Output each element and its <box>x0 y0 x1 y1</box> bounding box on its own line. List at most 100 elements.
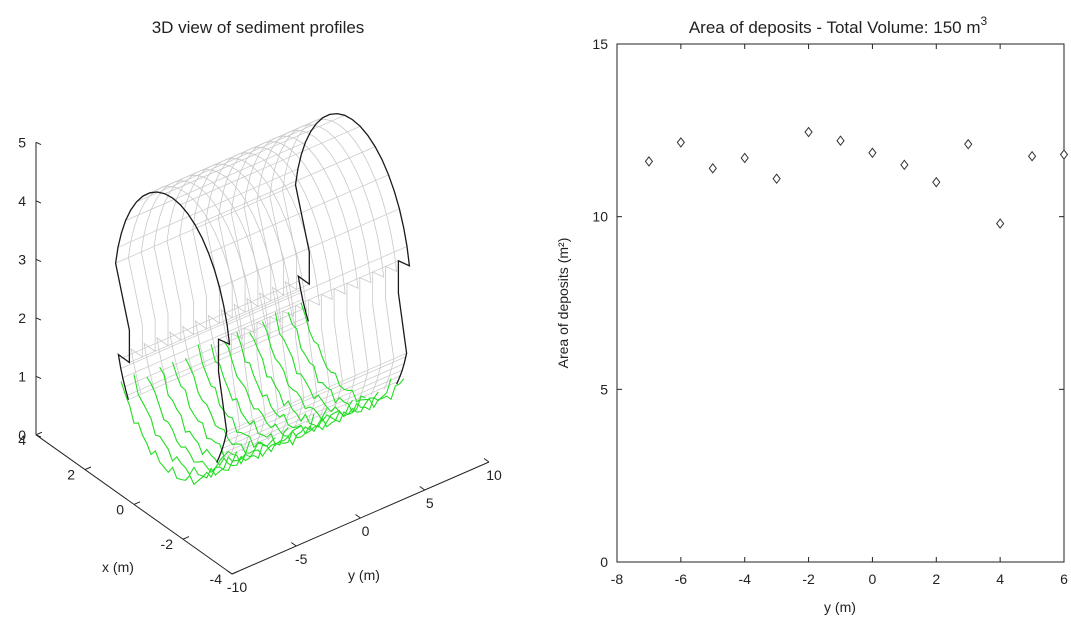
surface-ring <box>269 124 385 396</box>
surface-mesh-line <box>122 298 303 378</box>
plot3d-ylabel: y (m) <box>348 567 380 583</box>
sediment-profile <box>300 302 405 409</box>
z-tick-label: 5 <box>18 134 26 150</box>
surface-mesh-line <box>222 369 403 449</box>
z-tick-mark <box>35 141 42 146</box>
data-point <box>868 147 877 159</box>
x-tick-mark <box>84 466 92 471</box>
data-point <box>1027 150 1037 162</box>
y-tick-mark <box>290 542 297 547</box>
x-tick-label: 4 <box>996 571 1004 587</box>
sediment-profile <box>120 381 225 486</box>
data-point <box>740 152 749 164</box>
surface-mesh <box>115 113 410 463</box>
sediment-profile <box>287 312 392 414</box>
surface-mesh-line <box>136 123 317 203</box>
surface-mesh-line <box>149 114 330 194</box>
data-point <box>676 137 685 148</box>
surface-mesh-line <box>119 280 300 360</box>
y-tick-mark <box>355 514 361 519</box>
x-tick-label: 0 <box>116 501 124 517</box>
x-tick-label: -2 <box>802 571 815 587</box>
plot3d-axes: 4 2 0 -2 -4 -10 -5 0 5 10 0 1 2 3 4 5 <box>18 134 502 595</box>
y-tick-label: 5 <box>426 495 434 511</box>
data-point <box>996 218 1005 229</box>
surface-mesh-line <box>129 283 310 363</box>
surface-ring <box>217 146 333 418</box>
sediment-profile <box>197 344 302 453</box>
surface-mesh-line <box>180 126 361 206</box>
surface-ring <box>295 113 410 385</box>
surface-ring <box>127 185 243 458</box>
surface-ring <box>243 135 359 407</box>
data-point <box>804 126 813 138</box>
x-tick-mark <box>231 570 239 575</box>
x-tick-label: -4 <box>738 571 751 587</box>
surface-ring <box>179 163 295 435</box>
y-tick-label: 0 <box>362 523 370 539</box>
surface-ring <box>140 180 256 452</box>
tunnel-outline <box>114 191 231 463</box>
data-point <box>900 159 909 171</box>
y-tick-mark <box>226 570 233 575</box>
surface-ring <box>230 141 346 413</box>
sediment-profile <box>210 344 315 447</box>
y-tick-mark <box>483 458 490 463</box>
y-tick-label: -5 <box>295 551 308 567</box>
z-tick-label: 2 <box>18 310 26 326</box>
x-tick-mark <box>133 501 141 505</box>
data-point <box>772 173 781 184</box>
surface-mesh-line <box>225 356 406 436</box>
data-point <box>1059 149 1069 160</box>
surface-ring <box>166 169 282 441</box>
z-tick-mark <box>35 258 42 263</box>
sediment-profile <box>223 340 328 439</box>
data-point <box>836 135 845 147</box>
z-tick-label: 0 <box>18 427 26 443</box>
x-tick-label: -6 <box>675 571 688 587</box>
scatter-xlabel: y (m) <box>824 599 856 615</box>
y-tick-label: 10 <box>592 209 608 225</box>
x-tick-mark <box>182 536 190 540</box>
plot3d-xlabel: x (m) <box>102 559 134 575</box>
x-tick-label: -8 <box>611 571 624 587</box>
plot3d-title: 3D view of sediment profiles <box>152 18 365 37</box>
scatter-title-main: Area of deposits - Total Volume: 150 m <box>689 18 981 37</box>
surface-ring <box>256 129 372 402</box>
x-tick-label: -2 <box>161 536 174 552</box>
data-point <box>964 138 973 150</box>
data-point <box>644 156 654 167</box>
y-tick-mark <box>419 486 426 491</box>
surface-mesh-line <box>125 141 306 221</box>
x-tick-label: 0 <box>869 571 877 587</box>
z-tick-label: 1 <box>18 368 26 384</box>
surface-mesh-line <box>208 174 389 254</box>
y-tick-label: -10 <box>227 579 247 595</box>
scatter-ylabel: Area of deposits (m²) <box>555 238 571 369</box>
scatter-title: Area of deposits - Total Volume: 150 m3 <box>689 14 988 37</box>
surface-mesh-line <box>115 184 296 264</box>
x-tick-label: 4 <box>18 432 26 448</box>
y-tick-label: 0 <box>600 554 608 570</box>
z-tick-mark <box>35 434 42 438</box>
scatter-frame <box>616 43 1065 563</box>
sediment-profile <box>146 376 251 474</box>
surface-ring <box>205 152 320 424</box>
sediment-profiles <box>120 302 405 486</box>
surface-mesh-line <box>224 363 405 443</box>
surface-ring <box>192 157 308 430</box>
x-tick-mark <box>35 431 43 436</box>
surface-mesh-line <box>120 289 301 369</box>
x-tick-label: 6 <box>1060 571 1068 587</box>
surface-ring <box>282 118 398 390</box>
tunnel-outlines <box>114 112 411 463</box>
surface-mesh-line <box>117 168 299 248</box>
z-tick-mark <box>35 375 42 380</box>
scatter-title-superscript: 3 <box>981 14 988 28</box>
surface-mesh-line <box>164 115 345 195</box>
x-tick-label: 2 <box>67 467 75 483</box>
scatter-points <box>644 126 1069 229</box>
surface-ring <box>153 174 269 446</box>
sediment-profile <box>159 367 263 467</box>
surface-mesh-line <box>226 246 408 326</box>
